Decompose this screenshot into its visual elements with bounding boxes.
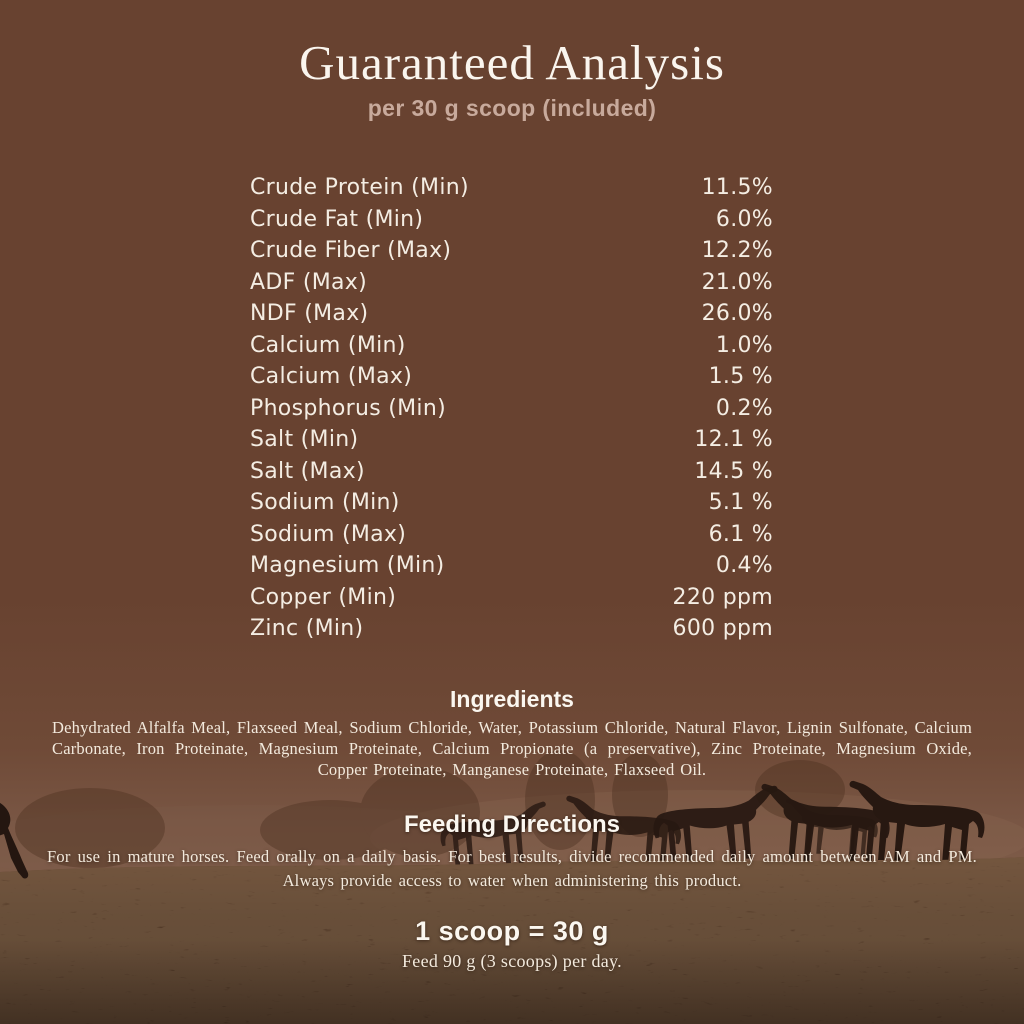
analysis-row-label: Salt (Max)	[250, 458, 365, 484]
analysis-row-label: Crude Fat (Min)	[250, 206, 424, 232]
page-title: Guaranteed Analysis	[299, 35, 725, 90]
analysis-row: NDF (Max) 26.0%	[250, 298, 773, 330]
analysis-row-label: Zinc (Min)	[250, 616, 364, 642]
analysis-row-value: 26.0%	[701, 301, 773, 327]
analysis-row-value: 21.0%	[701, 269, 773, 295]
analysis-row: Salt (Min) 12.1 %	[250, 424, 773, 456]
bottom-vignette	[0, 940, 1024, 1024]
analysis-row: ADF (Max) 21.0%	[250, 267, 773, 299]
analysis-row-value: 14.5 %	[694, 458, 773, 484]
analysis-row: Calcium (Max) 1.5 %	[250, 361, 773, 393]
analysis-row: Phosphorus (Min) 0.2%	[250, 393, 773, 425]
analysis-row-label: Copper (Min)	[250, 584, 397, 610]
daily-feed-amount: Feed 90 g (3 scoops) per day.	[402, 951, 622, 971]
analysis-row: Crude Fiber (Max) 12.2%	[250, 235, 773, 267]
analysis-row-label: Calcium (Min)	[250, 332, 406, 358]
analysis-row-value: 1.0%	[715, 332, 773, 358]
analysis-row-label: Salt (Min)	[250, 427, 359, 453]
analysis-row-value: 600 ppm	[672, 616, 773, 642]
guaranteed-analysis-table: Crude Protein (Min) 11.5% Crude Fat (Min…	[250, 172, 773, 645]
analysis-row: Salt (Max) 14.5 %	[250, 456, 773, 488]
analysis-row-label: Sodium (Max)	[250, 521, 407, 547]
page-subtitle: per 30 g scoop (included)	[367, 95, 657, 121]
analysis-row-value: 1.5 %	[708, 364, 773, 390]
analysis-row: Crude Protein (Min) 11.5%	[250, 172, 773, 204]
ingredients-text: Dehydrated Alfalfa Meal, Flaxseed Meal, …	[52, 718, 972, 779]
analysis-row-value: 6.0%	[715, 206, 773, 232]
analysis-row-label: NDF (Max)	[250, 301, 369, 327]
feeding-directions-heading: Feeding Directions	[403, 811, 621, 838]
analysis-row-label: Magnesium (Min)	[250, 553, 445, 579]
scoop-equivalence: 1 scoop = 30 g	[415, 916, 609, 946]
analysis-row: Copper (Min) 220 ppm	[250, 582, 773, 614]
analysis-row: Zinc (Min) 600 ppm	[250, 613, 773, 645]
analysis-row-label: Sodium (Min)	[250, 490, 400, 516]
feeding-directions-text: For use in mature horses. Feed orally on…	[47, 847, 977, 890]
analysis-row-value: 6.1 %	[708, 521, 773, 547]
ingredients-heading: Ingredients	[450, 686, 574, 712]
tree-silhouettes	[15, 750, 845, 868]
analysis-row: Sodium (Max) 6.1 %	[250, 519, 773, 551]
analysis-row-value: 12.2%	[701, 238, 773, 264]
analysis-row-label: Calcium (Max)	[250, 364, 413, 390]
analysis-row-value: 0.2%	[715, 395, 773, 421]
analysis-row: Magnesium (Min) 0.4%	[250, 550, 773, 582]
analysis-row: Crude Fat (Min) 6.0%	[250, 204, 773, 236]
analysis-row-label: Crude Protein (Min)	[250, 175, 469, 201]
analysis-row-value: 220 ppm	[672, 584, 773, 610]
analysis-row-value: 5.1 %	[708, 490, 773, 516]
analysis-row-label: Phosphorus (Min)	[250, 395, 446, 421]
analysis-row-label: ADF (Max)	[250, 269, 367, 295]
analysis-row-value: 11.5%	[701, 175, 773, 201]
analysis-row-label: Crude Fiber (Max)	[250, 238, 452, 264]
analysis-row: Calcium (Min) 1.0%	[250, 330, 773, 362]
analysis-row: Sodium (Min) 5.1 %	[250, 487, 773, 519]
analysis-row-value: 0.4%	[715, 553, 773, 579]
analysis-row-value: 12.1 %	[694, 427, 773, 453]
